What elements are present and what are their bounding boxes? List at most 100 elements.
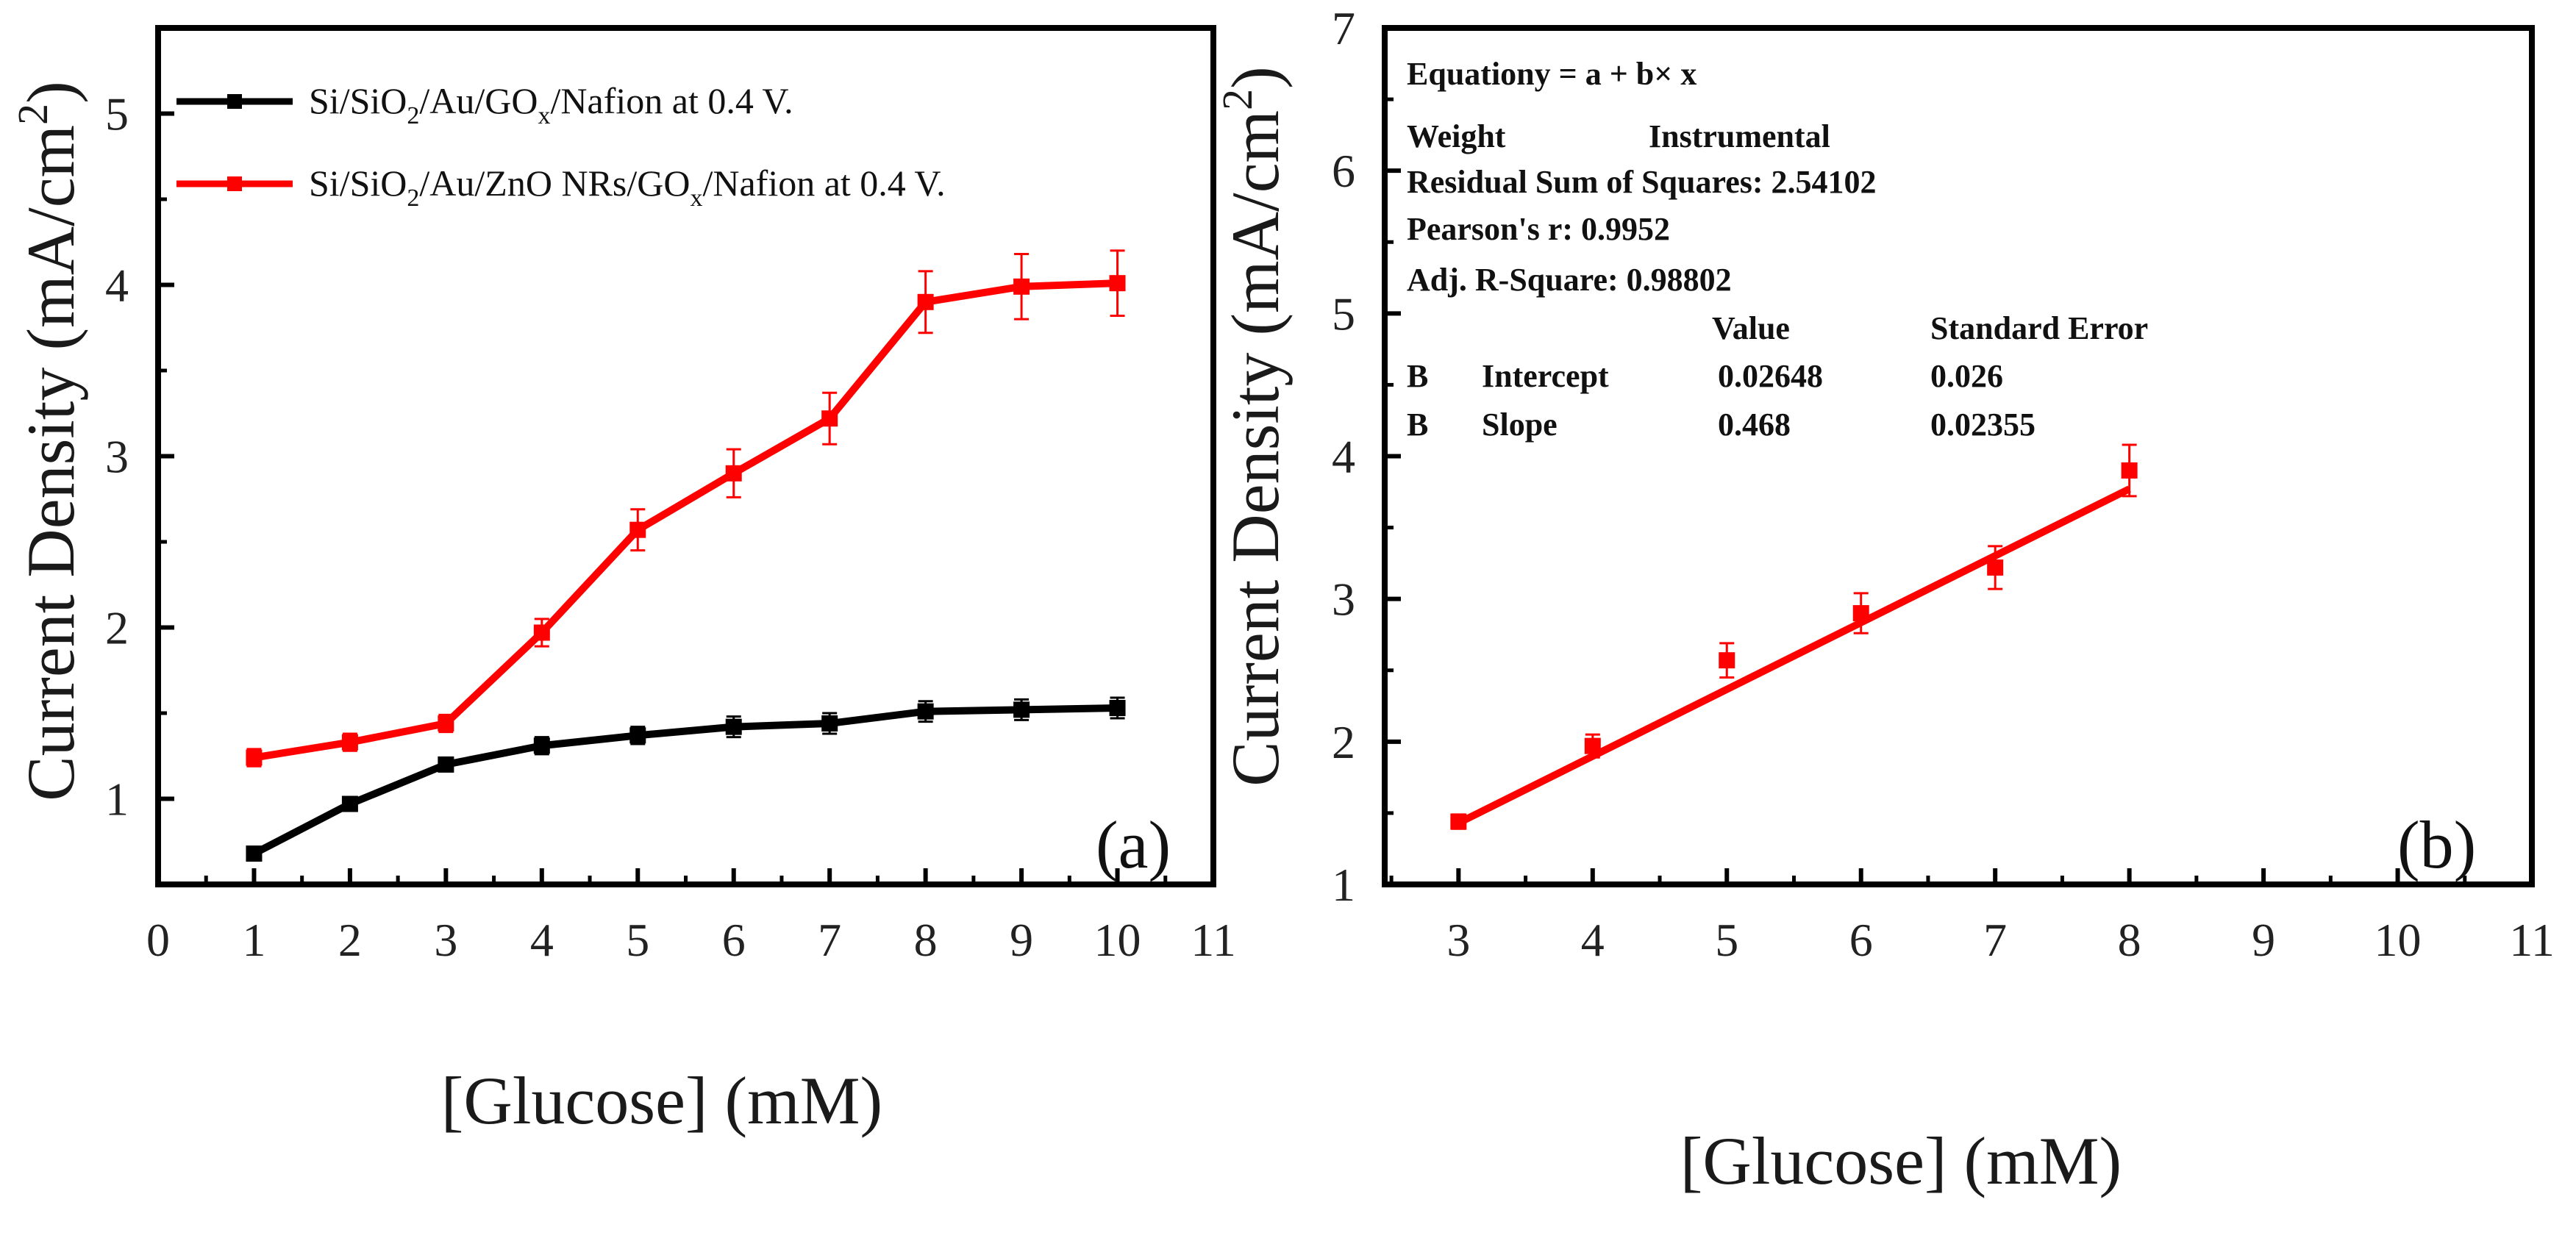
plot-frame-b — [1382, 25, 2535, 887]
x-tick-label: 3 — [1446, 914, 1470, 966]
stats-rss: Residual Sum of Squares: 2.54102 — [1407, 164, 1877, 200]
x-tick-label: 11 — [2509, 914, 2555, 966]
data-point — [917, 703, 934, 720]
fit-stats-box: Equationy = a + b× x Weight Instrumental… — [1407, 56, 2148, 443]
y-axis-ticks-a: 1 2 3 4 5 — [105, 26, 174, 887]
data-point — [246, 845, 263, 862]
stats-weight-value: Instrumental — [1649, 118, 1830, 154]
legend-marker-red — [227, 176, 242, 191]
plot-frame-a — [155, 25, 1216, 887]
series-line-0 — [252, 704, 1118, 857]
x-tick-label: 11 — [1191, 914, 1236, 966]
y-axis-ticks-b: 1 2 3 4 5 6 7 — [1332, 2, 1401, 911]
fit-line — [1457, 485, 2131, 826]
data-point — [1109, 700, 1126, 717]
data-point — [2121, 462, 2138, 479]
x-tick-label: 10 — [2375, 914, 2422, 966]
x-tick-label: 5 — [626, 914, 649, 966]
stats-row-intercept-b: B — [1407, 358, 1428, 394]
y-tick-label: 1 — [1332, 859, 1355, 911]
x-tick-label: 7 — [818, 914, 841, 966]
data-point — [1987, 559, 2004, 576]
stats-row-intercept-param: Intercept — [1482, 358, 1609, 394]
panel-label-a: (a) — [1096, 807, 1171, 882]
y-axis-title-a: Current Density (mA/cm2) — [9, 81, 88, 801]
data-point — [341, 734, 358, 751]
stats-adj-r2: Adj. R-Square: 0.98802 — [1407, 262, 1732, 298]
stats-row-intercept-stderr: 0.026 — [1930, 358, 2003, 394]
data-point — [533, 624, 550, 641]
legend-label-black: Si/SiO2/Au/GOx/Nafion at 0.4 V. — [309, 80, 793, 129]
stats-col-value: Value — [1712, 310, 1790, 346]
data-point — [725, 465, 742, 482]
data-point — [1450, 813, 1467, 830]
data-point — [438, 715, 454, 732]
y-tick-label: 6 — [1332, 145, 1355, 197]
x-tick-label: 3 — [434, 914, 457, 966]
x-axis-ticks-a: 0 1 2 3 4 5 6 7 8 9 10 11 — [146, 868, 1236, 966]
data-point — [1852, 605, 1869, 622]
data-point — [917, 293, 934, 310]
y-tick-label: 4 — [105, 260, 129, 312]
data-point — [533, 737, 550, 754]
data-point — [725, 718, 742, 735]
x-tick-label: 2 — [338, 914, 362, 966]
x-tick-label: 4 — [530, 914, 554, 966]
y-tick-label: 3 — [1332, 573, 1355, 626]
data-point — [438, 756, 454, 773]
y-tick-label: 2 — [1332, 716, 1355, 768]
legend-label-red: Si/SiO2/Au/ZnO NRs/GOx/Nafion at 0.4 V. — [309, 162, 946, 212]
stats-row-slope-b: B — [1407, 407, 1428, 443]
x-tick-label: 0 — [146, 914, 170, 966]
panel-label-b: (b) — [2397, 807, 2476, 882]
series-line-1 — [253, 279, 1118, 762]
legend-a: Si/SiO2/Au/GOx/Nafion at 0.4 V. Si/SiO2/… — [176, 80, 946, 212]
x-tick-label: 8 — [2118, 914, 2141, 966]
x-tick-label: 9 — [2252, 914, 2275, 966]
data-point — [246, 749, 263, 766]
y-axis-title-b: Current Density (mA/cm2) — [1213, 66, 1293, 786]
data-point — [1013, 701, 1030, 718]
x-tick-label: 1 — [242, 914, 265, 966]
stats-row-slope-param: Slope — [1482, 407, 1558, 443]
stats-equation: Equationy = a + b× x — [1407, 56, 1696, 92]
stats-row-intercept-value: 0.02648 — [1718, 358, 1823, 394]
x-axis-title-a: [Glucose] (mM) — [441, 1063, 882, 1138]
stats-pearson: Pearson's r: 0.9952 — [1407, 211, 1670, 247]
stats-weight-label: Weight — [1407, 118, 1506, 154]
x-tick-label: 5 — [1715, 914, 1738, 966]
x-tick-label: 8 — [914, 914, 938, 966]
data-point — [1013, 278, 1030, 295]
x-tick-label: 7 — [1983, 914, 2007, 966]
y-tick-label: 1 — [105, 773, 129, 826]
data-point — [1584, 737, 1601, 754]
y-tick-label: 5 — [1332, 287, 1355, 340]
x-tick-label: 6 — [722, 914, 746, 966]
y-tick-label: 5 — [105, 88, 129, 140]
data-point — [1719, 652, 1735, 669]
x-tick-label: 9 — [1010, 914, 1033, 966]
legend-marker-black — [227, 94, 242, 109]
data-point — [1109, 275, 1126, 292]
y-tick-label: 7 — [1332, 2, 1355, 54]
stats-row-slope-value: 0.468 — [1718, 407, 1791, 443]
data-marks-a — [246, 249, 1126, 862]
x-axis-title-b: [Glucose] (mM) — [1680, 1123, 2122, 1198]
x-tick-label: 4 — [1581, 914, 1605, 966]
x-axis-ticks-b: 3 4 5 6 7 8 9 10 11 — [1389, 868, 2555, 966]
data-point — [821, 410, 838, 427]
stats-row-slope-stderr: 0.02355 — [1930, 407, 2036, 443]
y-tick-label: 2 — [105, 602, 129, 654]
y-tick-label: 4 — [1332, 431, 1355, 483]
y-tick-label: 3 — [105, 431, 129, 483]
x-tick-label: 10 — [1094, 914, 1141, 966]
x-tick-label: 6 — [1849, 914, 1873, 966]
data-point — [629, 727, 646, 744]
data-marks-b — [1450, 443, 2138, 830]
stats-col-stderr: Standard Error — [1930, 310, 2148, 346]
data-point — [629, 521, 646, 538]
data-point — [341, 795, 358, 812]
